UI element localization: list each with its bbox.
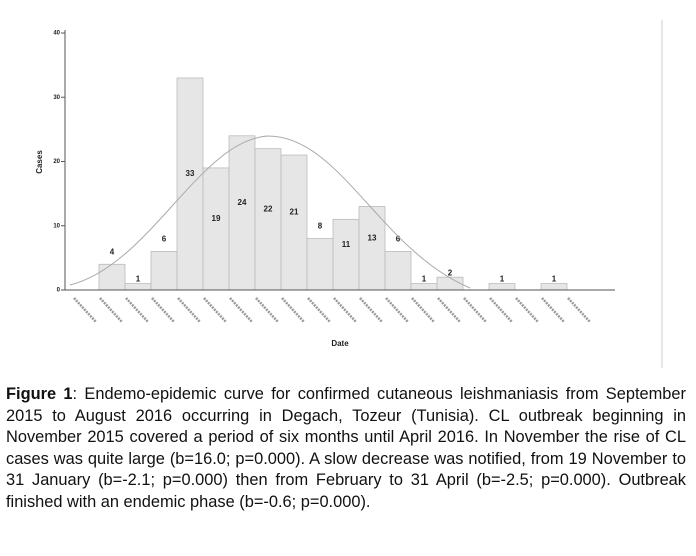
figure-caption: Figure 1: Endemo-epidemic curve for conf… [6, 384, 686, 513]
x-tick-label-placeholder [151, 297, 175, 323]
bar [176, 77, 204, 291]
bar [410, 283, 438, 291]
data-label: 22 [264, 204, 273, 213]
data-label: 19 [212, 214, 221, 223]
x-tick-label-placeholder [99, 297, 123, 323]
bar [254, 148, 282, 291]
y-axis-label: Cases [35, 150, 44, 174]
bar [384, 251, 412, 291]
bar [280, 154, 308, 291]
bar [124, 283, 152, 291]
data-label: 6 [162, 235, 167, 244]
caption-text: : Endemo-epidemic curve for confirmed cu… [6, 385, 686, 511]
x-tick-label-placeholder [125, 297, 149, 323]
bar [488, 283, 516, 291]
data-label: 2 [448, 268, 453, 277]
x-tick-label-placeholder [567, 297, 591, 323]
data-label: 1 [136, 275, 141, 284]
x-tick-label-placeholder [281, 297, 305, 323]
x-tick-label-placeholder [463, 297, 487, 323]
x-tick-label-placeholder [307, 297, 331, 323]
x-tick-label-placeholder [177, 297, 201, 323]
x-tick-label-placeholder [411, 297, 435, 323]
bar [150, 251, 178, 291]
x-axis-label: Date [331, 339, 349, 348]
bar [228, 135, 256, 291]
x-tick-label-placeholder [489, 297, 513, 323]
y-tick-label: 30 [53, 95, 60, 101]
bar [436, 276, 464, 291]
x-tick-label-placeholder [359, 297, 383, 323]
data-label: 1 [422, 275, 427, 284]
y-tick-label: 10 [53, 223, 60, 229]
x-tick-label-placeholder [229, 297, 253, 323]
y-tick-label: 20 [53, 159, 60, 165]
data-label: 1 [552, 275, 557, 284]
data-label: 8 [318, 222, 323, 231]
bar [332, 218, 360, 291]
x-tick-label-placeholder [255, 297, 279, 323]
x-tick-label-placeholder [437, 297, 461, 323]
caption-label: Figure 1 [6, 385, 73, 403]
bar [98, 263, 126, 291]
x-tick-label-placeholder [541, 297, 565, 323]
x-tick-label-placeholder [385, 297, 409, 323]
x-tick-label-placeholder [333, 297, 357, 323]
bar [540, 283, 568, 291]
bar [202, 167, 230, 291]
data-label: 11 [342, 240, 351, 249]
data-label: 24 [238, 198, 247, 207]
fitted-curve [69, 135, 471, 289]
y-tick-label: 0 [57, 288, 61, 294]
x-tick-label-placeholder [73, 297, 97, 323]
data-label: 6 [396, 235, 401, 244]
bar [306, 238, 334, 291]
data-label: 13 [368, 233, 377, 242]
data-label: 21 [290, 208, 299, 217]
data-label: 1 [500, 275, 505, 284]
x-tick-label-placeholder [515, 297, 539, 323]
data-label: 4 [110, 247, 115, 256]
x-tick-label-placeholder [203, 297, 227, 323]
y-tick-label: 40 [53, 31, 60, 37]
data-label: 33 [186, 169, 195, 178]
